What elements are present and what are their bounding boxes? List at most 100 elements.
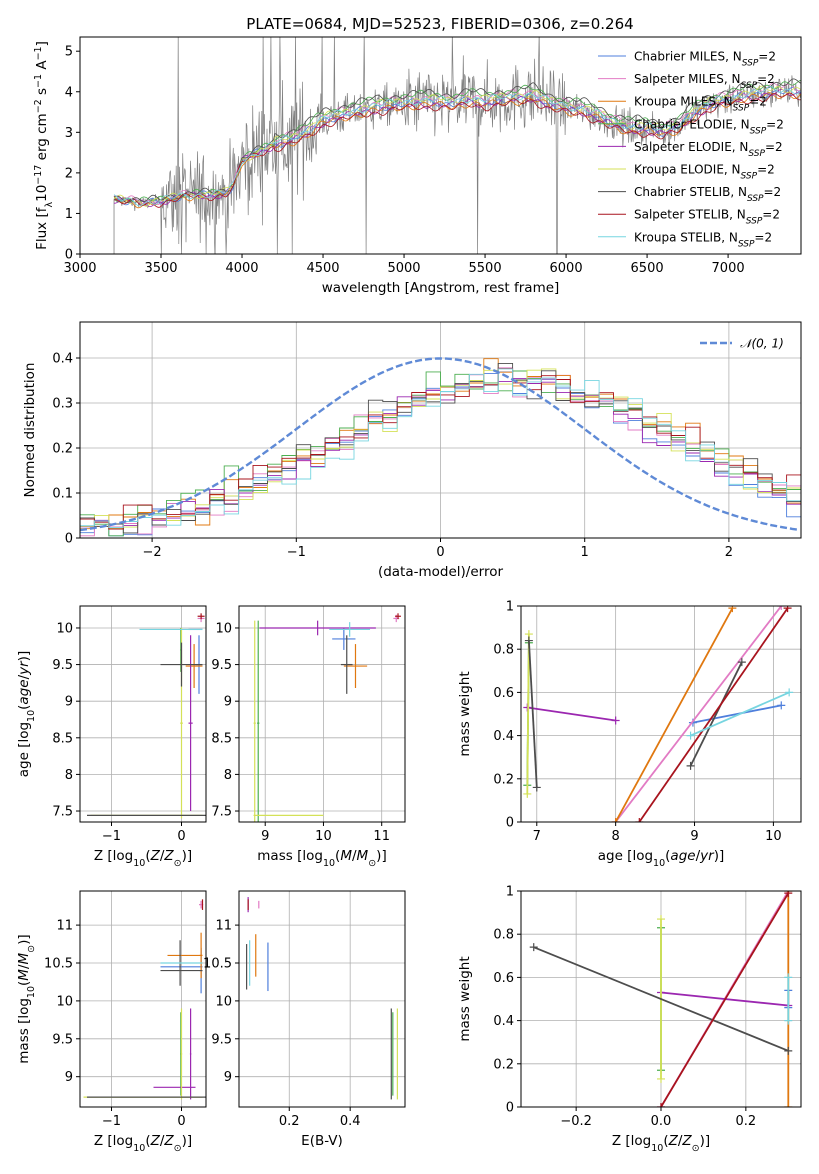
y-tick-label: 4 bbox=[65, 85, 73, 100]
y-tick-label: 0.2 bbox=[52, 442, 73, 457]
x-tick-label: 10 bbox=[315, 829, 332, 844]
x-axis-label: (data-model)/error bbox=[378, 564, 504, 580]
y-tick-label: 0 bbox=[65, 248, 73, 263]
legend-entry: Kroupa STELIB, NSSP=2 bbox=[634, 230, 772, 249]
x-tick-label: 2 bbox=[725, 545, 733, 560]
axes-massweight_vs_age: 7 8 9 10 0 0.2 0.4 0.6 0.8 1 age [log10(age/yr)] ma… bbox=[457, 600, 802, 869]
axes-frame bbox=[79, 890, 207, 1108]
weight-line-chabrier-stelib bbox=[533, 946, 789, 1052]
weight-marker bbox=[777, 701, 786, 710]
y-tick-label: 7.5 bbox=[52, 805, 73, 820]
x-tick-label: 0.4 bbox=[340, 1114, 361, 1129]
x-axis-label: wavelength [Angstrom, rest frame] bbox=[322, 280, 560, 296]
axes-residuals: −2 −1 0 1 2 0 0.1 0.2 0.3 0.4 (data-model)/error No… bbox=[22, 321, 802, 580]
y-tick-label: 9 bbox=[224, 695, 232, 710]
x-tick-label: 3000 bbox=[63, 261, 96, 276]
axes-frame bbox=[79, 605, 207, 823]
weight-marker bbox=[728, 606, 737, 613]
y-tick-label: 10.5 bbox=[44, 957, 73, 972]
y-tick-label: 11 bbox=[215, 919, 232, 934]
y-tick-label: 0.8 bbox=[493, 928, 514, 943]
legend-entry: Salpeter STELIB, NSSP=2 bbox=[634, 208, 780, 227]
weight-marker bbox=[524, 636, 533, 645]
y-tick-label: 9.5 bbox=[211, 1032, 232, 1047]
weight-marker bbox=[784, 891, 793, 898]
x-tick-label: 9 bbox=[261, 829, 269, 844]
weight-marker bbox=[611, 716, 620, 725]
y-tick-label: 8 bbox=[224, 768, 232, 783]
model-spectrum-kroupa-stelib bbox=[113, 86, 801, 207]
x-tick-label: 11 bbox=[373, 829, 390, 844]
legend-entry: 𝒩(0, 1) bbox=[740, 337, 784, 351]
y-tick-label: 10 bbox=[215, 994, 232, 1009]
plot-area bbox=[523, 606, 794, 822]
axes-frame bbox=[520, 605, 802, 823]
weight-marker bbox=[784, 973, 793, 982]
y-tick-label: 2 bbox=[65, 166, 73, 181]
weight-marker bbox=[777, 606, 786, 610]
y-tick-label: 9 bbox=[65, 695, 73, 710]
weight-line-kroupa-elodie bbox=[526, 634, 530, 794]
x-tick-label: 7 bbox=[533, 829, 541, 844]
weight-marker bbox=[737, 658, 746, 667]
legend-entry: Salpeter MILES, NSSP=2 bbox=[634, 72, 775, 91]
y-tick-label: 9 bbox=[65, 1070, 73, 1085]
weight-marker bbox=[532, 783, 541, 792]
x-tick-label: −2 bbox=[143, 545, 162, 560]
y-tick-label: 8 bbox=[65, 768, 73, 783]
legend-entry: Chabrier STELIB, NSSP=2 bbox=[634, 185, 781, 204]
x-tick-label: 7000 bbox=[712, 261, 745, 276]
legend-entry: Kroupa MILES, NSSP=2 bbox=[634, 95, 767, 114]
y-tick-label: 0.3 bbox=[52, 397, 73, 412]
y-axis-label: Normed distribution bbox=[22, 363, 38, 498]
legend-entry: Salpeter ELODIE, NSSP=2 bbox=[634, 140, 783, 159]
x-tick-label: 5500 bbox=[469, 261, 502, 276]
axes-frame bbox=[238, 890, 406, 1108]
x-tick-label: 0.2 bbox=[736, 1114, 757, 1129]
x-tick-label: 3500 bbox=[144, 261, 177, 276]
y-tick-label: 10 bbox=[56, 621, 73, 636]
x-axis-label: age [log10(age/yr)] bbox=[598, 848, 725, 869]
y-tick-label: 1 bbox=[506, 600, 514, 615]
weight-marker bbox=[784, 1103, 793, 1107]
y-tick-label: 7.5 bbox=[211, 805, 232, 820]
plot-area bbox=[113, 37, 801, 254]
x-tick-label: 4500 bbox=[306, 261, 339, 276]
y-tick-label: 0.4 bbox=[52, 352, 73, 367]
x-tick-label: 0 bbox=[436, 545, 444, 560]
y-tick-label: 8.5 bbox=[211, 731, 232, 746]
weight-marker bbox=[529, 943, 538, 952]
y-axis-label: Flux [fλ10−17 erg cm−2 s−1 A−1] bbox=[33, 41, 55, 250]
weight-marker bbox=[686, 761, 695, 770]
y-tick-label: 3 bbox=[65, 126, 73, 141]
plot-area bbox=[529, 891, 793, 1107]
weight-line-salpeter-stelib bbox=[660, 892, 790, 1107]
weight-line-chabrier-stelib bbox=[528, 640, 538, 788]
x-tick-label: 0 bbox=[177, 829, 185, 844]
y-tick-label: 0.6 bbox=[493, 686, 514, 701]
x-tick-label: 4000 bbox=[225, 261, 258, 276]
observed-spectrum bbox=[113, 37, 801, 254]
legend-entry: Chabrier MILES, NSSP=2 bbox=[634, 50, 776, 69]
weight-marker bbox=[784, 1046, 793, 1055]
weight-line-chabrier-stelib bbox=[689, 661, 743, 767]
weight-line-chabrier-miles bbox=[692, 704, 782, 724]
y-tick-label: 0.4 bbox=[493, 729, 514, 744]
x-tick-label: 0.0 bbox=[651, 1114, 672, 1129]
y-axis-label: mass weight bbox=[457, 671, 473, 756]
x-axis-label: Z [log10(Z/Z⊙)] bbox=[612, 1133, 710, 1154]
x-tick-label: 1 bbox=[581, 545, 589, 560]
weight-marker bbox=[635, 818, 644, 822]
y-tick-label: 0.8 bbox=[493, 643, 514, 658]
x-tick-label: 6000 bbox=[550, 261, 583, 276]
legend: Chabrier MILES, NSSP=2 Salpeter MILES, NS… bbox=[598, 50, 784, 249]
x-tick-label: −1 bbox=[287, 545, 306, 560]
weight-marker bbox=[657, 1074, 665, 1083]
weight-marker bbox=[611, 818, 620, 822]
histogram-chabrier-elodie bbox=[80, 370, 801, 537]
x-axis-label: Z [log10(Z/Z⊙)] bbox=[94, 848, 192, 869]
y-tick-label: 9.5 bbox=[52, 1032, 73, 1047]
legend-entry: Kroupa ELODIE, NSSP=2 bbox=[634, 163, 775, 182]
x-tick-label: −1 bbox=[102, 829, 121, 844]
